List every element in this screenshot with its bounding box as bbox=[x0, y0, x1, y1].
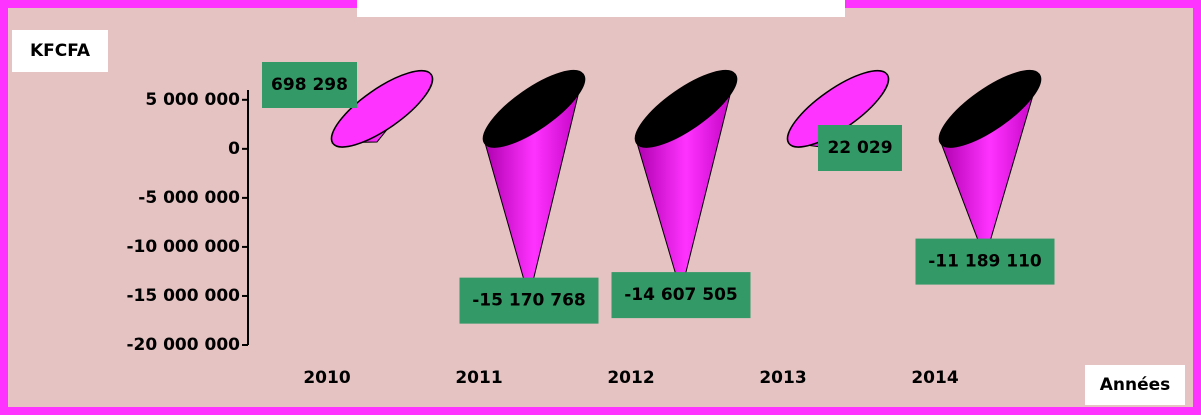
cone bbox=[330, 69, 434, 148]
x-tick-label: 2014 bbox=[911, 368, 958, 388]
value-label-box bbox=[262, 62, 357, 108]
cone-base bbox=[938, 69, 1042, 148]
y-tick-label: -10 000 000 bbox=[126, 237, 240, 257]
y-tick-label: -20 000 000 bbox=[126, 335, 240, 355]
y-tick-label: 5 000 000 bbox=[145, 90, 240, 110]
value-label-box bbox=[915, 238, 1055, 285]
x-axis-title: Années bbox=[1100, 375, 1171, 395]
x-tick-label: 2010 bbox=[303, 368, 350, 388]
cone bbox=[482, 69, 586, 300]
value-label-box bbox=[818, 125, 902, 171]
x-tick-label: 2013 bbox=[759, 368, 806, 388]
top-patch bbox=[357, 0, 845, 17]
x-title-box bbox=[1085, 365, 1185, 405]
y-tick-label: -15 000 000 bbox=[126, 286, 240, 306]
value-label-box bbox=[611, 272, 751, 319]
value-label: -15 170 768 bbox=[472, 291, 586, 311]
x-tick-label: 2012 bbox=[607, 368, 654, 388]
cone bbox=[938, 69, 1042, 261]
cone bbox=[786, 69, 890, 150]
cone bbox=[634, 69, 738, 295]
value-label: -11 189 110 bbox=[928, 252, 1042, 272]
y-tick-label: -5 000 000 bbox=[138, 188, 240, 208]
y-axis-title: KFCFA bbox=[30, 41, 91, 61]
cone-base bbox=[482, 69, 586, 148]
x-tick-label: 2011 bbox=[455, 368, 502, 388]
cone-base bbox=[634, 69, 738, 148]
y-tick-label: 0 bbox=[228, 139, 240, 159]
value-label: 698 298 bbox=[271, 75, 348, 95]
value-label-box bbox=[459, 277, 599, 324]
value-label: 22 029 bbox=[827, 138, 892, 158]
cone-base bbox=[330, 69, 434, 148]
value-label: -14 607 505 bbox=[624, 285, 738, 305]
y-title-box bbox=[12, 30, 108, 72]
